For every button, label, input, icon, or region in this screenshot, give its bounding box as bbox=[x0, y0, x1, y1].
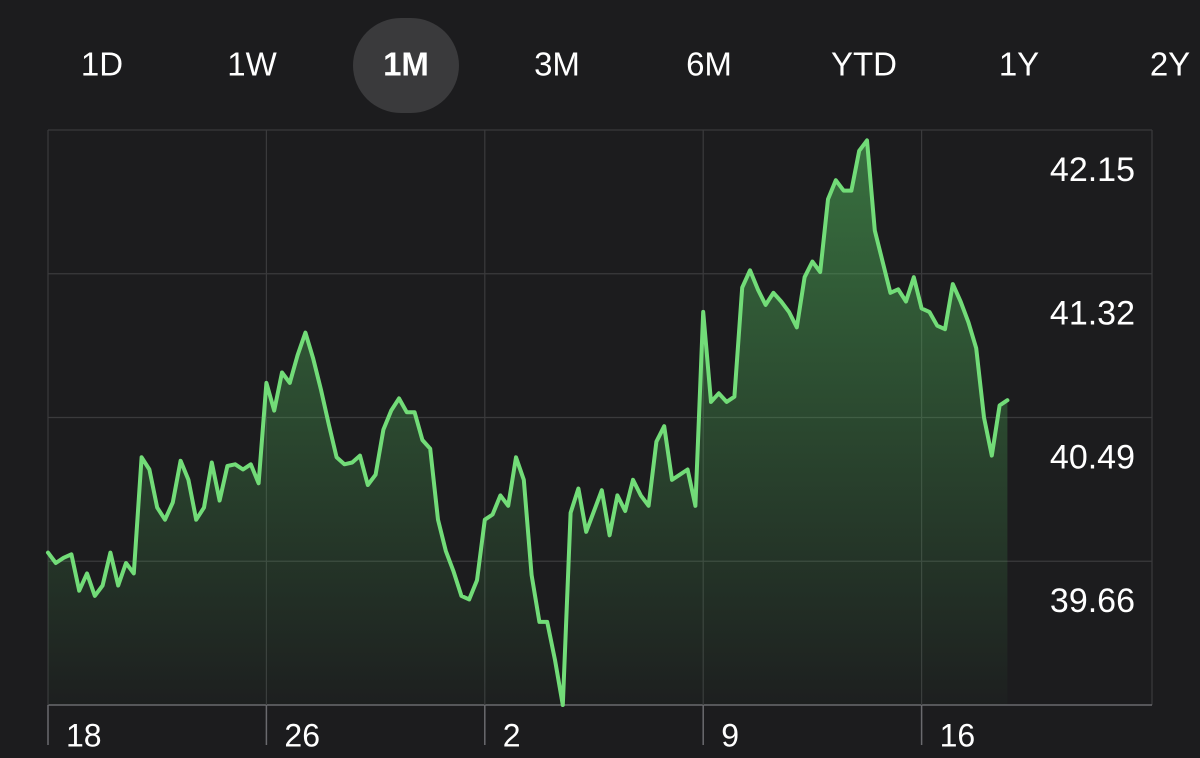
price-line bbox=[46, 138, 1010, 707]
range-tab[interactable]: YTD bbox=[831, 46, 897, 83]
y-tick-label: 40.49 bbox=[1050, 438, 1135, 476]
y-tick-label: 39.66 bbox=[1050, 582, 1135, 620]
x-tick-label: 18 bbox=[66, 717, 102, 753]
price-area bbox=[48, 140, 1008, 705]
y-tick-label: 41.32 bbox=[1050, 295, 1135, 333]
range-tab[interactable]: 2Y bbox=[1150, 46, 1190, 83]
y-tick-label: 42.15 bbox=[1050, 151, 1135, 189]
range-tab[interactable]: 1D bbox=[81, 46, 123, 83]
range-tab[interactable]: 3M bbox=[534, 46, 580, 83]
range-tab[interactable]: 1M bbox=[383, 46, 429, 83]
range-tab[interactable]: 1W bbox=[227, 46, 277, 83]
x-tick-label: 2 bbox=[503, 717, 521, 753]
selected-tab-pill bbox=[353, 18, 459, 113]
x-tick-label: 16 bbox=[940, 717, 976, 753]
range-tab[interactable]: 1Y bbox=[999, 46, 1039, 83]
range-tab[interactable]: 6M bbox=[686, 46, 732, 83]
x-tick-label: 26 bbox=[284, 717, 320, 753]
x-tick-label: 9 bbox=[721, 717, 739, 753]
